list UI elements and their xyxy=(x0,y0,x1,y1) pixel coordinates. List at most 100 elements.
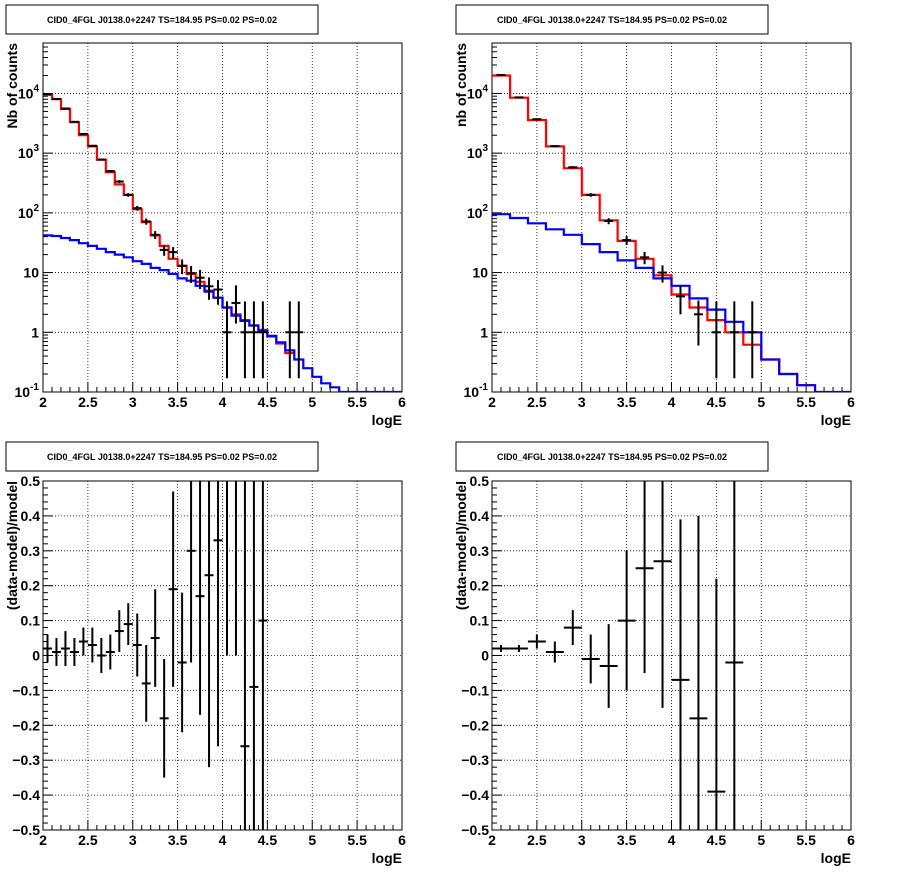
x-tick-label: 5 xyxy=(757,394,765,410)
x-tick-label: 5 xyxy=(308,832,316,848)
y-tick-label: −0.2 xyxy=(461,717,489,733)
y-tick-label: 0.3 xyxy=(21,543,41,559)
x-axis-label: logE xyxy=(372,850,402,866)
x-tick-label: 3 xyxy=(129,394,137,410)
y-tick-label: −0.3 xyxy=(12,752,40,768)
x-tick-label: 3 xyxy=(578,832,586,848)
residual-plot-left: CID0_4FGL J0138.0+2247 TS=184.95 PS=0.02… xyxy=(4,441,406,866)
y-axis-label: (data-model)/model xyxy=(453,481,469,610)
y-axis-label: Nb of counts xyxy=(4,43,20,129)
x-axis-label: logE xyxy=(372,412,402,428)
x-tick-label: 2.5 xyxy=(78,394,98,410)
x-tick-label: 4 xyxy=(219,832,227,848)
x-tick-label: 2.5 xyxy=(527,394,547,410)
residual-plot-right: CID0_4FGL J0138.0+2247 TS=184.95 PS=0.02… xyxy=(453,441,855,866)
x-tick-label: 5.5 xyxy=(347,832,367,848)
y-tick-label: −0.4 xyxy=(461,787,489,803)
x-tick-label: 5.5 xyxy=(347,394,367,410)
y-tick-label: −0.4 xyxy=(12,787,40,803)
grid-lines xyxy=(492,481,851,830)
series-layer xyxy=(492,481,744,830)
y-tick-label: 104 xyxy=(18,83,40,101)
y-axis: 10-1 1 10 102 103 104 xyxy=(15,42,53,400)
x-tick-label: 3.5 xyxy=(617,394,637,410)
x-tick-label: 4.5 xyxy=(258,832,278,848)
title-box xyxy=(5,4,319,35)
y-tick-label: −0.5 xyxy=(12,822,40,838)
x-axis-label: logE xyxy=(821,850,851,866)
x-tick-label: 4 xyxy=(668,832,676,848)
x-tick-label: 6 xyxy=(398,832,406,848)
y-tick-label: 0.2 xyxy=(470,578,490,594)
y-tick-label: −0.3 xyxy=(461,752,489,768)
y-tick-label: 0.2 xyxy=(21,578,41,594)
x-axis: 2 2.5 3 3.5 4 4.5 5 5.5 6 xyxy=(488,382,855,410)
x-tick-label: 6 xyxy=(398,394,406,410)
chart-title: CID0_4FGL J0138.0+2247 TS=184.95 PS=0.02… xyxy=(47,452,277,462)
y-tick-label: 103 xyxy=(18,143,40,161)
y-tick-label: 0.4 xyxy=(21,508,41,524)
y-axis: 10-1 1 10 102 103 104 xyxy=(464,42,502,400)
y-tick-label: 0 xyxy=(32,648,40,664)
x-axis: 2 2.5 3 3.5 4 4.5 5 5.5 6 xyxy=(39,382,406,410)
chart-title: CID0_4FGL J0138.0+2247 TS=184.95 PS=0.02… xyxy=(47,15,277,25)
title-box xyxy=(5,441,319,472)
y-tick-label: 0.1 xyxy=(21,613,41,629)
y-tick-label: −0.1 xyxy=(12,682,40,698)
y-tick-label: 0.5 xyxy=(21,473,41,489)
y-axis: −0.5 −0.4 −0.3 −0.2 −0.1 0 0.1 0.2 0.3 0.4 0.5 xyxy=(461,473,502,838)
grid-lines xyxy=(492,43,851,392)
x-tick-label: 3.5 xyxy=(168,832,188,848)
y-tick-label: 104 xyxy=(467,83,489,101)
x-tick-label: 2 xyxy=(39,832,47,848)
y-tick-label: 0 xyxy=(481,648,489,664)
x-tick-label: 3 xyxy=(578,394,586,410)
y-tick-label: 0.5 xyxy=(470,473,490,489)
y-tick-label: 102 xyxy=(467,203,489,221)
counts-plot-left: CID0_4FGL J0138.0+2247 TS=184.95 PS=0.02… xyxy=(4,4,406,428)
series-layer xyxy=(492,73,851,392)
y-tick-label: 0.3 xyxy=(470,543,490,559)
y-tick-label: 10 xyxy=(472,265,488,281)
x-axis: 2 2.5 3 3.5 4 4.5 5 5.5 6 xyxy=(488,820,855,848)
chart-title: CID0_4FGL J0138.0+2247 TS=184.95 PS=0.02… xyxy=(497,15,727,25)
x-tick-label: 4.5 xyxy=(258,394,278,410)
x-tick-label: 2.5 xyxy=(78,832,98,848)
x-tick-label: 4 xyxy=(668,394,676,410)
counts-plot-right: CID0_4FGL J0138.0+2247 TS=184.95 PS=0.02… xyxy=(453,4,855,428)
source-model-line xyxy=(492,213,851,392)
x-tick-label: 2 xyxy=(488,832,496,848)
y-tick-label: 102 xyxy=(18,203,40,221)
grid-lines xyxy=(43,481,402,830)
x-tick-label: 2 xyxy=(39,394,47,410)
y-tick-label: 0.4 xyxy=(470,508,490,524)
y-tick-label: 10-1 xyxy=(15,382,40,400)
x-tick-label: 3.5 xyxy=(617,832,637,848)
y-tick-label: 103 xyxy=(467,143,489,161)
y-axis-label: nb of counts xyxy=(453,43,469,127)
total-model-line xyxy=(492,74,816,387)
x-tick-label: 3 xyxy=(129,832,137,848)
x-axis: 2 2.5 3 3.5 4 4.5 5 5.5 6 xyxy=(39,820,406,848)
x-tick-label: 3.5 xyxy=(168,394,188,410)
x-tick-label: 2 xyxy=(488,394,496,410)
grid-lines xyxy=(43,43,402,392)
x-tick-label: 5 xyxy=(757,832,765,848)
x-tick-label: 5.5 xyxy=(796,394,816,410)
y-tick-label: 10-1 xyxy=(464,382,489,400)
series-layer xyxy=(43,93,402,392)
title-box xyxy=(455,441,769,472)
title-box xyxy=(455,4,769,35)
y-tick-label: 0.1 xyxy=(470,613,490,629)
x-tick-label: 4 xyxy=(219,394,227,410)
y-tick-label: −0.1 xyxy=(461,682,489,698)
x-tick-label: 4.5 xyxy=(707,832,727,848)
x-tick-label: 6 xyxy=(847,394,855,410)
x-tick-label: 2.5 xyxy=(527,832,547,848)
x-tick-label: 5.5 xyxy=(796,832,816,848)
y-axis: −0.5 −0.4 −0.3 −0.2 −0.1 0 0.1 0.2 0.3 0.4 0.5 xyxy=(12,473,53,838)
x-tick-label: 6 xyxy=(847,832,855,848)
y-tick-label: −0.5 xyxy=(461,822,489,838)
y-tick-label: 1 xyxy=(480,324,488,340)
